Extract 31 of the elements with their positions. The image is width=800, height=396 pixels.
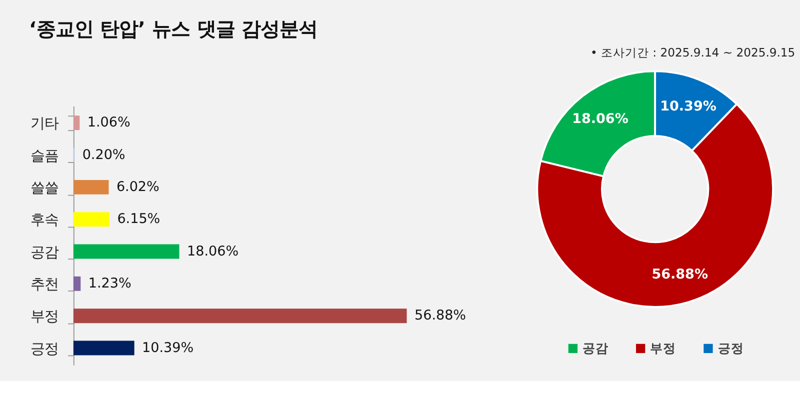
data-label: 18.06% <box>186 243 239 260</box>
data-label: 6.15% <box>117 211 160 228</box>
data-label: 56.88% <box>652 266 708 282</box>
data-label: 0.20% <box>82 146 126 163</box>
y-tick-label: 긍정 <box>30 341 58 358</box>
y-tick-label: 쓸쓸 <box>30 180 58 196</box>
bar <box>73 276 81 291</box>
y-tick-label: 부정 <box>30 309 58 326</box>
bar <box>73 308 407 324</box>
bar <box>73 180 109 194</box>
data-label: 10.39% <box>660 98 717 114</box>
y-tick-label: 후속 <box>30 212 58 229</box>
text: • 조사기간 : 2025.9.14 ~ 2025.9.15 <box>590 46 796 60</box>
data-label: 56.88% <box>414 308 466 324</box>
bar <box>73 244 180 259</box>
bar <box>73 340 134 356</box>
legend-label: 부정 <box>650 340 676 356</box>
data-label: 6.02% <box>116 179 160 196</box>
legend-label: 공감 <box>582 340 609 356</box>
y-tick-label: 추천 <box>30 276 58 293</box>
y-tick-label: 슬픔 <box>30 148 58 164</box>
y-tick-label: 기타 <box>30 116 58 132</box>
y-tick-label: 공감 <box>30 244 58 261</box>
bar <box>73 212 110 227</box>
legend-label: 긍정 <box>718 340 744 356</box>
bar <box>73 116 80 130</box>
data-label: 10.39% <box>142 340 194 356</box>
data-label: 1.06% <box>87 114 130 131</box>
data-label: 1.23% <box>88 276 132 292</box>
chart-title: ‘종교인 탄압’ 뉴스 댓글 감성분석 <box>28 17 318 40</box>
data-label: 18.06% <box>572 110 629 127</box>
